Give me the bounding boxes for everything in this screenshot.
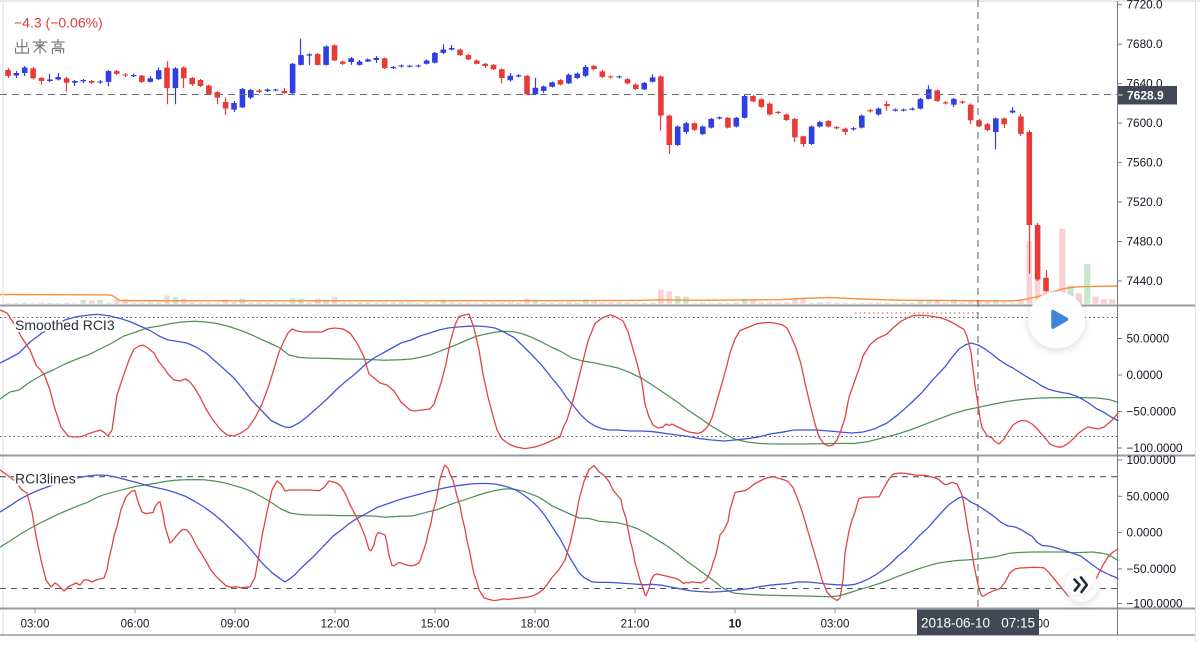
svg-text:50.0000: 50.0000 [1127,489,1170,503]
svg-text:12:00: 12:00 [321,619,350,631]
svg-text:2018-06-10 07:15: 2018-06-10 07:15 [921,616,1035,631]
svg-text:7440.0: 7440.0 [1127,274,1164,288]
svg-text:−50.0000: −50.0000 [1127,562,1177,576]
svg-text:03:00: 03:00 [21,619,50,631]
svg-text:7720.0: 7720.0 [1127,0,1164,12]
svg-text:Smoothed RCI3: Smoothed RCI3 [15,317,115,333]
svg-text:21:00: 21:00 [621,619,650,631]
svg-text:7628.9: 7628.9 [1127,89,1164,103]
svg-text:0.0000: 0.0000 [1127,526,1164,540]
svg-text:RCI3lines: RCI3lines [15,471,76,487]
svg-text:−100.0000: −100.0000 [1127,597,1184,611]
svg-text:10: 10 [729,619,742,631]
svg-text:7600.0: 7600.0 [1127,116,1164,130]
svg-text:7480.0: 7480.0 [1127,235,1164,249]
svg-text:−50.0000: −50.0000 [1127,405,1177,419]
svg-text:7520.0: 7520.0 [1127,195,1164,209]
svg-text:03:00: 03:00 [821,619,850,631]
svg-text:100.0000: 100.0000 [1127,453,1177,467]
svg-text:7680.0: 7680.0 [1127,37,1164,51]
svg-text:15:00: 15:00 [421,619,450,631]
svg-text:06:00: 06:00 [121,619,150,631]
svg-text:−4.3 (−0.06%): −4.3 (−0.06%) [14,15,103,31]
svg-text:−100.0000: −100.0000 [1127,441,1184,455]
svg-text:7560.0: 7560.0 [1127,156,1164,170]
svg-text:18:00: 18:00 [521,619,550,631]
svg-text:09:00: 09:00 [221,619,250,631]
svg-text:0.0000: 0.0000 [1127,368,1164,382]
svg-text:50.0000: 50.0000 [1127,332,1170,346]
